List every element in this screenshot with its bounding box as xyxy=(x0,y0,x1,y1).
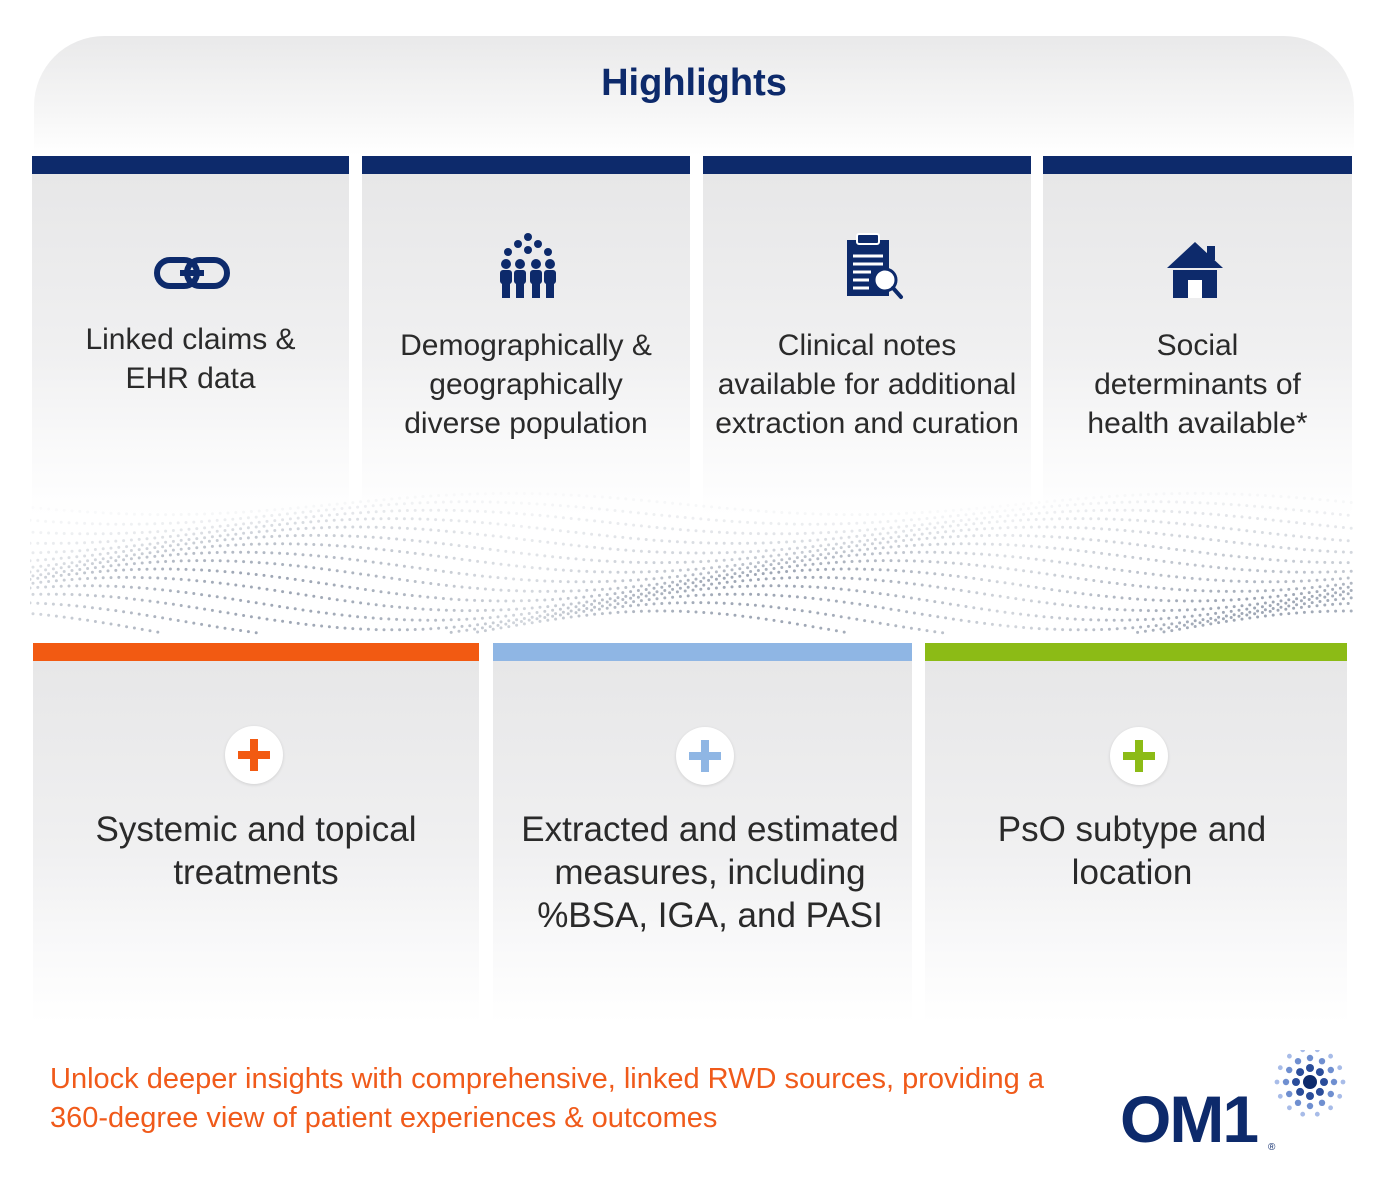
highlight-label: Social determinants of health available* xyxy=(1087,329,1308,440)
page-title: Highlights xyxy=(601,62,787,104)
highlight-label: Clinical notes available for additional … xyxy=(715,329,1019,440)
card-top-bar xyxy=(703,156,1031,174)
feature-card-subtype xyxy=(925,643,1347,1023)
plus-badge xyxy=(225,726,283,784)
tagline: Unlock deeper insights with comprehensiv… xyxy=(50,1063,1044,1134)
plus-badge xyxy=(1110,727,1168,785)
logo-text: OM1 xyxy=(1120,1082,1259,1156)
highlight-card-social-determinants: Social determinants of health available* xyxy=(1043,156,1352,516)
feature-label: Systemic and topical treatments xyxy=(95,810,417,892)
logo-registered-mark: ® xyxy=(1268,1142,1276,1153)
highlight-card-linked-data: Linked claims & EHR data xyxy=(32,156,349,516)
plus-badge xyxy=(676,727,734,785)
card-top-bar xyxy=(32,156,349,174)
plus-icon xyxy=(238,739,270,771)
card-top-bar xyxy=(925,643,1347,661)
logo-starburst-icon xyxy=(1274,1047,1346,1117)
house-icon xyxy=(1165,240,1225,305)
plus-icon xyxy=(1123,740,1155,772)
feature-card-treatments xyxy=(33,643,479,1023)
plus-icon xyxy=(689,740,721,772)
highlight-card-population: Demographically & geographically diverse… xyxy=(362,156,690,516)
card-top-bar xyxy=(493,643,912,661)
highlight-label: Demographically & geographically diverse… xyxy=(400,329,652,440)
om1-logo: OM1 ® xyxy=(1118,1047,1348,1162)
highlight-label: Linked claims & EHR data xyxy=(85,323,296,395)
feature-label: PsO subtype and location xyxy=(997,810,1267,892)
card-top-bar xyxy=(1043,156,1352,174)
highlight-card-clinical-notes: Clinical notes available for additional … xyxy=(703,156,1031,516)
feature-label: Extracted and estimated measures, includ… xyxy=(521,810,899,935)
feature-card-measures xyxy=(493,643,912,1023)
population-icon xyxy=(498,232,558,305)
clinical-notes-icon xyxy=(843,232,905,305)
card-top-bar xyxy=(362,156,690,174)
link-icon xyxy=(154,256,230,295)
card-top-bar xyxy=(33,643,479,661)
